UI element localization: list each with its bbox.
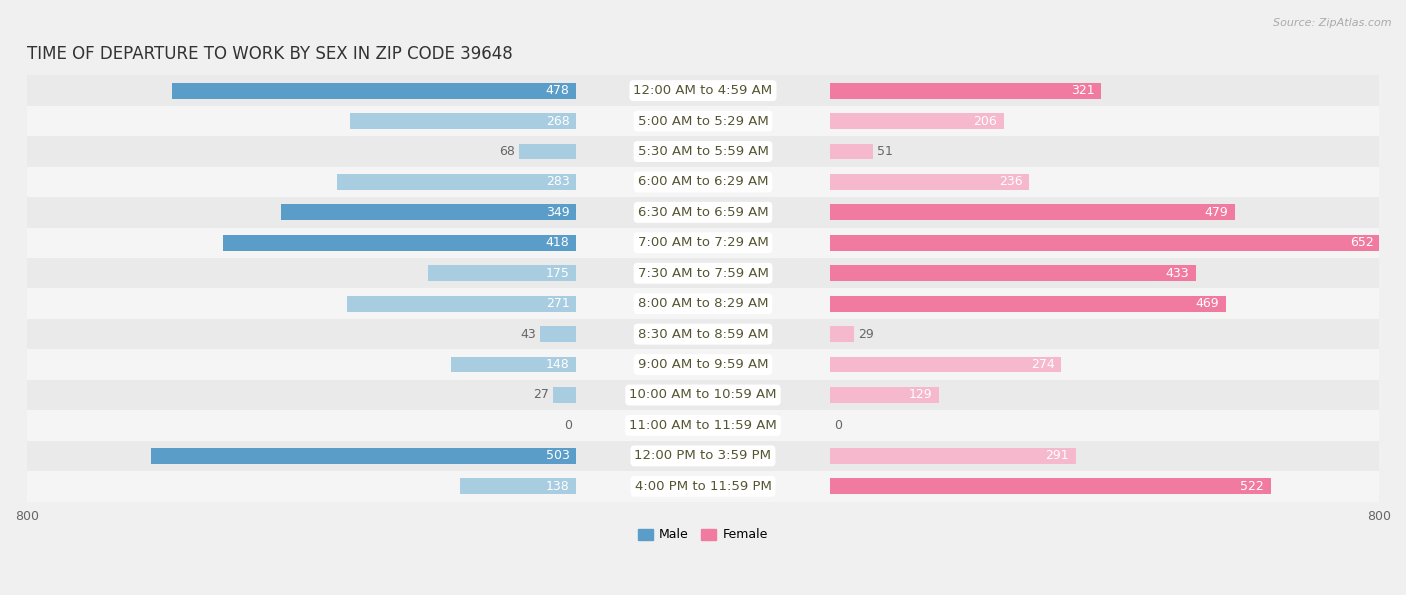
- Bar: [347, 296, 576, 312]
- Bar: [152, 448, 576, 464]
- Bar: [27, 76, 1379, 106]
- Text: 175: 175: [546, 267, 569, 280]
- Bar: [27, 228, 1379, 258]
- Bar: [27, 289, 1379, 319]
- Text: 43: 43: [520, 328, 536, 340]
- Text: 321: 321: [1070, 84, 1094, 97]
- Bar: [337, 174, 576, 190]
- Text: 503: 503: [546, 449, 569, 462]
- Text: 68: 68: [499, 145, 515, 158]
- Bar: [830, 113, 1004, 129]
- Bar: [554, 387, 576, 403]
- Text: 51: 51: [877, 145, 893, 158]
- Bar: [830, 83, 1101, 99]
- Bar: [830, 235, 1381, 250]
- Bar: [27, 441, 1379, 471]
- Text: 522: 522: [1240, 480, 1264, 493]
- Text: 479: 479: [1204, 206, 1227, 219]
- Text: TIME OF DEPARTURE TO WORK BY SEX IN ZIP CODE 39648: TIME OF DEPARTURE TO WORK BY SEX IN ZIP …: [27, 45, 513, 62]
- Text: 418: 418: [546, 236, 569, 249]
- Text: 291: 291: [1045, 449, 1069, 462]
- Bar: [830, 478, 1271, 494]
- Text: 12:00 PM to 3:59 PM: 12:00 PM to 3:59 PM: [634, 449, 772, 462]
- Bar: [429, 265, 576, 281]
- Text: 349: 349: [546, 206, 569, 219]
- Text: 0: 0: [834, 419, 842, 432]
- Text: 6:00 AM to 6:29 AM: 6:00 AM to 6:29 AM: [638, 176, 768, 189]
- Text: 9:00 AM to 9:59 AM: 9:00 AM to 9:59 AM: [638, 358, 768, 371]
- Bar: [830, 387, 939, 403]
- Bar: [27, 106, 1379, 136]
- Text: 0: 0: [564, 419, 572, 432]
- Text: 271: 271: [546, 297, 569, 310]
- Text: 469: 469: [1195, 297, 1219, 310]
- Bar: [27, 167, 1379, 197]
- Bar: [27, 349, 1379, 380]
- Text: 10:00 AM to 10:59 AM: 10:00 AM to 10:59 AM: [630, 389, 776, 402]
- Text: 7:00 AM to 7:29 AM: 7:00 AM to 7:29 AM: [638, 236, 768, 249]
- Bar: [27, 319, 1379, 349]
- Bar: [27, 197, 1379, 228]
- Bar: [350, 113, 576, 129]
- Text: 8:00 AM to 8:29 AM: 8:00 AM to 8:29 AM: [638, 297, 768, 310]
- Text: 27: 27: [533, 389, 550, 402]
- Text: 433: 433: [1166, 267, 1189, 280]
- Text: 148: 148: [546, 358, 569, 371]
- Text: 283: 283: [546, 176, 569, 189]
- Bar: [27, 471, 1379, 502]
- Text: 29: 29: [859, 328, 875, 340]
- Text: 236: 236: [998, 176, 1022, 189]
- Text: 12:00 AM to 4:59 AM: 12:00 AM to 4:59 AM: [634, 84, 772, 97]
- Text: 478: 478: [546, 84, 569, 97]
- Text: 652: 652: [1350, 236, 1374, 249]
- Bar: [830, 174, 1029, 190]
- Bar: [173, 83, 576, 99]
- Text: 8:30 AM to 8:59 AM: 8:30 AM to 8:59 AM: [638, 328, 768, 340]
- Text: 268: 268: [546, 115, 569, 127]
- Bar: [830, 356, 1062, 372]
- Text: 7:30 AM to 7:59 AM: 7:30 AM to 7:59 AM: [637, 267, 769, 280]
- Bar: [27, 258, 1379, 289]
- Bar: [540, 326, 576, 342]
- Text: 4:00 PM to 11:59 PM: 4:00 PM to 11:59 PM: [634, 480, 772, 493]
- Legend: Male, Female: Male, Female: [633, 524, 773, 546]
- Bar: [281, 205, 576, 220]
- Text: Source: ZipAtlas.com: Source: ZipAtlas.com: [1274, 18, 1392, 28]
- Bar: [830, 326, 855, 342]
- Text: 5:00 AM to 5:29 AM: 5:00 AM to 5:29 AM: [638, 115, 768, 127]
- Bar: [27, 410, 1379, 441]
- Bar: [830, 296, 1226, 312]
- Bar: [460, 478, 576, 494]
- Bar: [830, 265, 1195, 281]
- Bar: [27, 380, 1379, 410]
- Bar: [519, 143, 576, 159]
- Text: 138: 138: [546, 480, 569, 493]
- Bar: [451, 356, 576, 372]
- Text: 5:30 AM to 5:59 AM: 5:30 AM to 5:59 AM: [637, 145, 769, 158]
- Text: 206: 206: [973, 115, 997, 127]
- Text: 129: 129: [908, 389, 932, 402]
- Bar: [830, 448, 1076, 464]
- Bar: [27, 136, 1379, 167]
- Bar: [830, 205, 1234, 220]
- Text: 11:00 AM to 11:59 AM: 11:00 AM to 11:59 AM: [628, 419, 778, 432]
- Text: 6:30 AM to 6:59 AM: 6:30 AM to 6:59 AM: [638, 206, 768, 219]
- Text: 274: 274: [1031, 358, 1054, 371]
- Bar: [830, 143, 873, 159]
- Bar: [224, 235, 576, 250]
